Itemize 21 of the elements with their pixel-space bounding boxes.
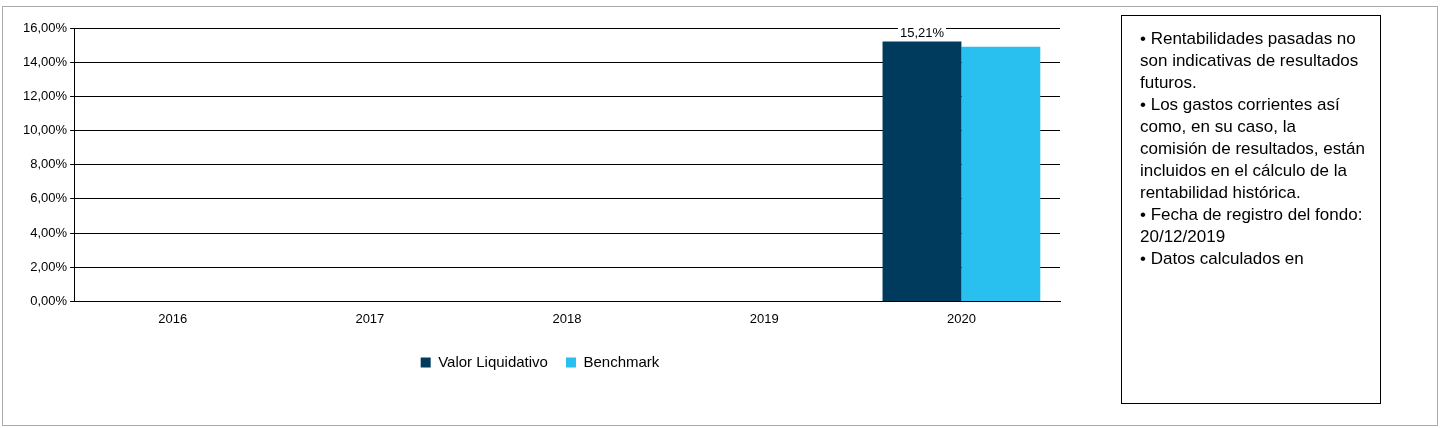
x-tick-label: 2016 — [158, 310, 188, 326]
y-tick-label: 6,00% — [30, 190, 68, 206]
x-tick-label: 2019 — [749, 310, 779, 326]
y-tick-label: 12,00% — [23, 87, 68, 103]
y-tick-label: 16,00% — [23, 19, 68, 35]
y-tick-label: 4,00% — [30, 224, 68, 240]
text: • Datos calculados en — [1140, 248, 1305, 270]
text: • Los gastos corrientes así como, en su caso, la comisión de resultados, están incluidos en el cálculo de la rentabilidad histórica. — [1140, 94, 1366, 204]
y-tick-label: 8,00% — [30, 156, 68, 172]
y-tick-label: 2,00% — [30, 258, 68, 274]
data-label: 15,21% — [899, 24, 945, 40]
text: • Rentabilidades pasadas no son indicativas de resultados futuros. — [1140, 28, 1360, 94]
legend-label: Valor Liquidativo — [438, 352, 548, 370]
y-tick-label: 0,00% — [30, 292, 68, 308]
x-tick-label: 2018 — [552, 310, 582, 326]
y-tick-label: 14,00% — [23, 53, 68, 69]
text: • Fecha de registro del fondo: 20/12/2019 — [1140, 204, 1364, 248]
y-tick-label: 10,00% — [23, 122, 68, 138]
x-tick-label: 2020 — [946, 310, 976, 326]
legend-label: Benchmark — [583, 352, 660, 370]
x-tick-label: 2017 — [355, 310, 385, 326]
